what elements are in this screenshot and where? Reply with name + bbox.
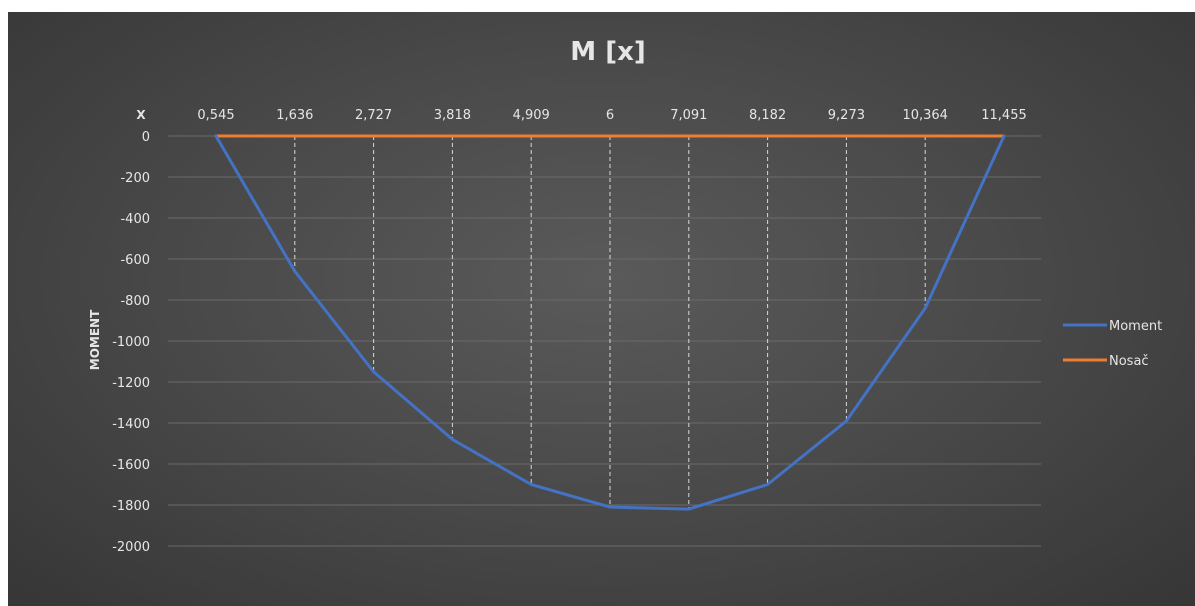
x-tick-label: 0,545 xyxy=(197,108,234,123)
y-tick-label: -600 xyxy=(120,253,150,268)
moment-chart: M [x] X MOMENT 0 -200 -400 -600 -800 -1000 -12… xyxy=(88,37,1162,555)
x-tick-label: 8,182 xyxy=(749,108,786,123)
y-tick-label: -2000 xyxy=(112,540,150,555)
y-axis-title: MOMENT xyxy=(88,309,102,370)
legend: Moment Nosač xyxy=(1063,319,1162,369)
x-tick-label: 1,636 xyxy=(276,108,313,123)
chart-title: M [x] xyxy=(570,37,645,67)
legend-label: Moment xyxy=(1109,319,1162,334)
x-tick-label: 10,364 xyxy=(902,108,948,123)
series-line-moment xyxy=(214,134,1006,511)
y-tick-label: -1600 xyxy=(112,458,150,473)
y-tick-label: -1400 xyxy=(112,417,150,432)
y-tick-label: -1200 xyxy=(112,376,150,391)
legend-label: Nosač xyxy=(1109,354,1149,369)
x-tick-label: 3,818 xyxy=(434,108,471,123)
y-tick-label: -1800 xyxy=(112,499,150,514)
x-axis-title: X xyxy=(136,108,146,122)
series-layer xyxy=(214,134,1006,511)
x-tick-label: 11,455 xyxy=(981,108,1027,123)
drop-lines xyxy=(294,136,926,510)
y-tick-label: -1000 xyxy=(112,335,150,350)
grid-layer xyxy=(168,135,1041,547)
chart-area: M [x] X MOMENT 0 -200 -400 -600 -800 -1000 -12… xyxy=(8,12,1195,606)
y-tick-labels: 0 -200 -400 -600 -800 -1000 -1200 -1400 -1600 -18… xyxy=(112,130,150,555)
x-tick-labels: 0,545 1,636 2,727 3,818 4,909 6 7,091 8,182 9,27… xyxy=(197,108,1026,123)
y-tick-label: 0 xyxy=(142,130,150,145)
x-tick-label: 6 xyxy=(606,108,614,123)
x-tick-label: 9,273 xyxy=(828,108,865,123)
x-tick-label: 7,091 xyxy=(670,108,707,123)
y-tick-label: -400 xyxy=(120,212,150,227)
y-tick-label: -800 xyxy=(120,294,150,309)
x-tick-label: 4,909 xyxy=(513,108,550,123)
y-tick-label: -200 xyxy=(120,171,150,186)
x-tick-label: 2,727 xyxy=(355,108,392,123)
